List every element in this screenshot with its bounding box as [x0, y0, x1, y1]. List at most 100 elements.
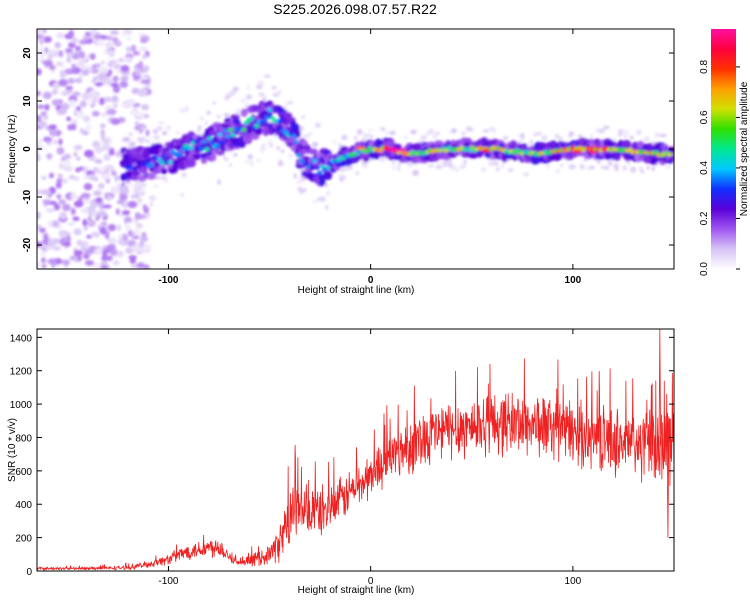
spectrogram-cell — [37, 46, 44, 52]
spectrogram-cell — [126, 221, 131, 229]
colorbar-tick-label: 0.4 — [699, 161, 710, 175]
spectrogram-cell — [442, 161, 448, 167]
spectrogram-cell — [127, 200, 138, 209]
spectrogram-cell — [312, 158, 318, 163]
spectrogram-cell — [339, 176, 344, 183]
spectrogram-cell — [183, 106, 189, 113]
spectrogram-cell — [223, 112, 230, 118]
spectrogram-cell — [37, 211, 41, 220]
spectrogram-cell — [149, 163, 155, 167]
spectrogram-cell — [284, 101, 290, 108]
spectrogram-cell — [110, 82, 119, 87]
spectrogram-cell — [62, 259, 71, 266]
spectrogram-cell — [447, 158, 453, 164]
spectrogram-cell — [222, 128, 228, 133]
spectrogram-cell — [83, 115, 91, 123]
spectrogram-cell — [277, 160, 284, 167]
spectrogram-cell — [355, 146, 366, 150]
spectrogram-cell — [112, 85, 121, 94]
spectrogram-cell — [104, 164, 115, 172]
spectrogram-cell — [264, 115, 270, 120]
spectrogram-cell — [140, 38, 148, 44]
spectrogram-cell — [136, 201, 141, 207]
spectrogram-cell — [68, 175, 76, 180]
spectrogram-cell — [121, 209, 131, 216]
spectrogram-cell — [667, 152, 673, 157]
spectrogram-y-tick-label: 10 — [22, 95, 33, 107]
spectrogram-cell — [391, 160, 396, 165]
spectrogram-cell — [112, 260, 120, 266]
spectrogram-cell — [246, 84, 251, 91]
spectrogram-cell — [241, 127, 247, 132]
spectrogram-cell — [666, 164, 671, 170]
spectrogram-cell — [136, 136, 147, 143]
spectrogram-cell — [70, 207, 76, 216]
spectrogram-cell — [140, 237, 145, 244]
spectrogram-cell — [49, 128, 58, 137]
spectrogram-cell — [302, 134, 310, 138]
spectrogram-cell — [293, 139, 299, 144]
spectrogram-cell — [97, 210, 107, 218]
spectrogram-cell — [41, 189, 51, 196]
snr-y-tick-label: 1200 — [10, 367, 33, 378]
spectrogram-cell — [130, 256, 136, 262]
spectrogram-cell — [135, 185, 143, 192]
spectrogram-cell — [113, 103, 118, 109]
spectrogram-cell — [625, 161, 632, 165]
spectrogram-cell — [507, 167, 514, 173]
spectrogram-cell — [73, 144, 83, 151]
spectrogram-cell — [397, 164, 401, 171]
spectrogram-cell — [267, 139, 273, 145]
spectrogram-cell — [47, 153, 52, 161]
spectrogram-cell — [95, 197, 103, 203]
spectrogram-cell — [589, 165, 595, 169]
spectrogram-cell — [55, 181, 62, 189]
spectrogram-cell — [262, 96, 267, 102]
spectrogram-cell — [572, 165, 576, 169]
snr-y-tick-label: 600 — [15, 467, 32, 478]
spectrogram-cell — [76, 113, 86, 119]
spectrogram-cell — [212, 100, 217, 105]
spectrogram-cell — [412, 169, 420, 176]
spectrogram-cell — [277, 90, 282, 94]
spectrogram-cell — [99, 226, 107, 235]
spectrogram-cell — [88, 90, 99, 99]
spectrogram-cell — [68, 30, 75, 38]
spectrogram-cell — [304, 144, 311, 152]
spectrogram-cell — [224, 94, 230, 101]
spectrogram-cell — [84, 260, 95, 266]
spectrogram-cell — [83, 34, 89, 41]
spectrogram-blobs — [37, 29, 674, 269]
spectrogram-cell — [307, 131, 313, 136]
spectrogram-cell — [167, 160, 173, 165]
spectrogram-cell — [140, 104, 150, 111]
spectrogram-cell — [41, 257, 46, 264]
spectrogram-cell — [133, 165, 139, 170]
spectrogram-cell — [311, 141, 319, 148]
spectrogram-cell — [68, 99, 77, 108]
spectrogram-cell — [94, 158, 103, 164]
spectrogram-cell — [154, 134, 160, 141]
spectrogram-cell — [136, 262, 145, 269]
spectrogram-cell — [70, 123, 77, 131]
spectrogram-cell — [45, 137, 53, 142]
spectrogram-cell — [201, 139, 207, 144]
spectrogram-cell — [617, 133, 623, 137]
chart-title: S225.2026.098.07.57.R22 — [273, 1, 437, 17]
spectrogram-cell — [240, 108, 248, 118]
spectrogram-cell — [54, 42, 62, 49]
spectrogram-cell — [262, 118, 268, 123]
colorbar: 0.0 0.2 0.4 0.6 0.8 Normalized spectral ampl… — [699, 29, 750, 276]
spectrogram-cell — [314, 122, 321, 128]
snr-y-tick-label: 0 — [26, 567, 32, 578]
snr-y-tick-label: 400 — [15, 500, 32, 511]
spectrogram-cell — [117, 234, 124, 239]
spectrogram-cell — [314, 165, 320, 170]
spectrogram-cell — [272, 92, 280, 98]
spectrogram-cell — [63, 165, 73, 172]
spectrogram-cell — [142, 204, 148, 210]
spectrogram-cell — [37, 141, 41, 147]
